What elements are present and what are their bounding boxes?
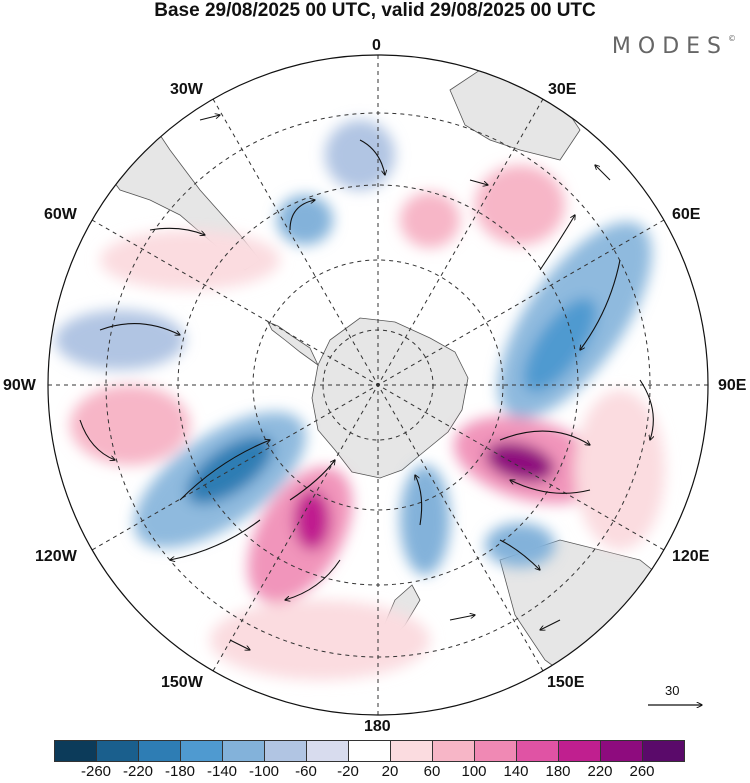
anomaly-pos-1b xyxy=(485,442,555,482)
modes-logo: MODES© xyxy=(611,34,736,59)
colorbar-tick-label: -260 xyxy=(80,763,112,780)
anomaly-pos-3 xyxy=(70,385,190,465)
label-150w: 150W xyxy=(161,674,203,691)
anomaly-neg-3 xyxy=(400,465,450,575)
graticule xyxy=(48,55,708,715)
label-120e: 120E xyxy=(672,548,710,565)
colorbar-swatch xyxy=(516,740,559,762)
colorbar-swatch xyxy=(642,740,685,762)
colorbar-swatch xyxy=(390,740,433,762)
colorbar-tick-label: 260 xyxy=(629,763,655,780)
colorbar xyxy=(54,740,685,762)
colorbar-swatch xyxy=(600,740,643,762)
colorbar-tick-label: 20 xyxy=(381,763,399,780)
anomaly-pos-5 xyxy=(475,165,565,245)
polar-map[interactable] xyxy=(0,0,750,735)
label-180: 180 xyxy=(364,718,391,735)
colorbar-tick-label: -20 xyxy=(337,763,359,780)
anomaly-pos-2b xyxy=(294,490,330,550)
colorbar-swatch xyxy=(264,740,307,762)
colorbar-swatch xyxy=(96,740,139,762)
colorbar-tick-label: 140 xyxy=(503,763,529,780)
anomaly-neg-6 xyxy=(325,120,395,190)
colorbar-swatch xyxy=(306,740,349,762)
colorbar-tick-label: -60 xyxy=(295,763,317,780)
wind-vectors xyxy=(79,115,653,650)
anomaly-neg-1b xyxy=(523,298,597,392)
label-30e: 30E xyxy=(548,81,577,98)
colorbar-tick-label: -100 xyxy=(248,763,280,780)
colorbar-swatch xyxy=(432,740,475,762)
colorbar-tick-label: 220 xyxy=(587,763,613,780)
anomaly-neg-5 xyxy=(55,310,185,370)
label-90e: 90E xyxy=(718,377,747,394)
label-60w: 60W xyxy=(44,206,77,223)
colorbar-swatch xyxy=(180,740,223,762)
colorbar-ticks: -260 -220 -180 -140 -100 -60 -20 20 60 100 140 180 2… xyxy=(0,763,750,783)
colorbar-swatch xyxy=(558,740,601,762)
label-60e: 60E xyxy=(672,206,701,223)
label-90w: 90W xyxy=(3,377,36,394)
colorbar-tick-label: 100 xyxy=(461,763,487,780)
colorbar-swatch xyxy=(138,740,181,762)
map-border xyxy=(47,54,709,716)
label-30w: 30W xyxy=(170,81,203,98)
anomaly-pos-8 xyxy=(210,600,430,680)
anomaly-pos-7 xyxy=(575,390,665,550)
wind-reference-label: 30 xyxy=(665,683,680,698)
map-title: Base 29/08/2025 00 UTC, valid 29/08/2025… xyxy=(154,0,596,21)
anomaly-neg-2b xyxy=(187,436,273,504)
colorbar-swatch xyxy=(54,740,97,762)
anomaly-neg-7 xyxy=(277,195,333,245)
label-150e: 150E xyxy=(547,674,585,691)
colorbar-tick-label: 60 xyxy=(423,763,441,780)
anomaly-neg-4 xyxy=(485,523,555,567)
colorbar-swatch xyxy=(348,740,391,762)
anomaly-pos-4 xyxy=(400,192,460,248)
colorbar-tick-label: -220 xyxy=(122,763,154,780)
label-120w: 120W xyxy=(35,548,77,565)
colorbar-tick-label: -140 xyxy=(206,763,238,780)
colorbar-swatch xyxy=(222,740,265,762)
colorbar-swatch xyxy=(474,740,517,762)
colorbar-tick-label: 180 xyxy=(545,763,571,780)
label-0: 0 xyxy=(372,37,381,54)
antarctica xyxy=(311,317,469,479)
colorbar-tick-label: -180 xyxy=(164,763,196,780)
